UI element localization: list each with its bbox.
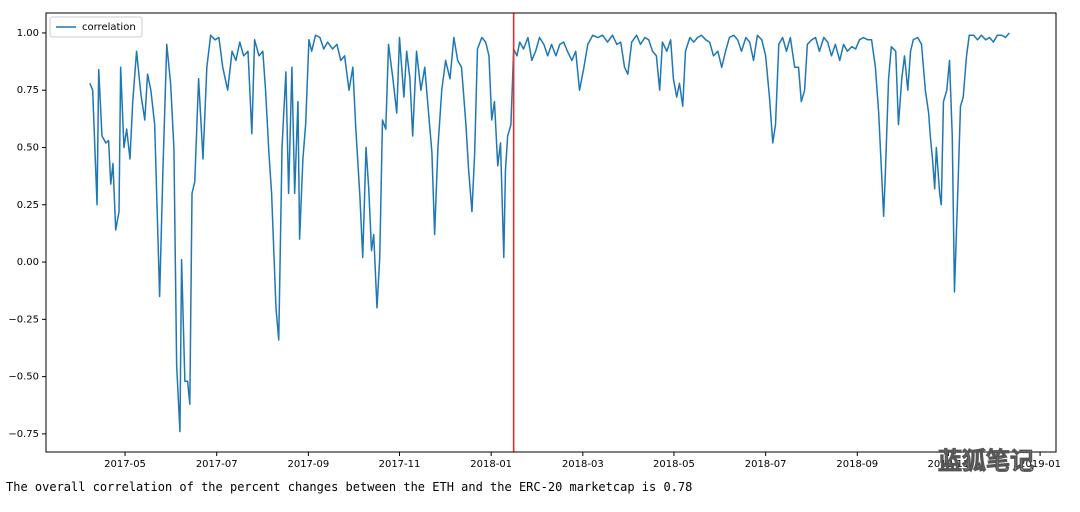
legend: correlation (49, 16, 143, 38)
x-tick-label: 2018-03 (562, 459, 604, 470)
y-tick-label: −0.75 (8, 429, 39, 440)
y-tick-label: 1.00 (17, 28, 39, 39)
x-tick-label: 2018-11 (928, 459, 970, 470)
x-tick-label: 2018-07 (745, 459, 787, 470)
legend-label: correlation (82, 22, 136, 33)
chart: −0.75 −0.50 −0.25 0.00 0.25 0.50 0.75 1.00 2017-… (8, 12, 1061, 475)
legend-box (49, 16, 143, 38)
watermark: 蓝狐笔记 (938, 447, 1034, 475)
series-line (89, 32, 1010, 433)
x-tick-label: 2017-07 (196, 459, 238, 470)
plot-frame (45, 12, 1057, 453)
x-tick-label: 2017-05 (104, 459, 146, 470)
y-tick-label: −0.50 (8, 372, 39, 383)
y-tick-label: 0.00 (17, 257, 39, 268)
x-tick-label: 2018-01 (470, 459, 512, 470)
x-tick-label: 2019-01 (1019, 459, 1061, 470)
y-tick-label: −0.25 (8, 314, 39, 325)
x-tick-label: 2017-11 (379, 459, 421, 470)
y-tick-label: 0.50 (17, 142, 39, 153)
y-tick-label: 0.75 (17, 85, 39, 96)
output-text: The overall correlation of the percent c… (6, 480, 693, 494)
x-tick-label: 2018-05 (653, 459, 695, 470)
x-tick-label: 2018-09 (836, 459, 878, 470)
x-tick-label: 2017-09 (287, 459, 329, 470)
y-tick-label: 0.25 (17, 200, 39, 211)
